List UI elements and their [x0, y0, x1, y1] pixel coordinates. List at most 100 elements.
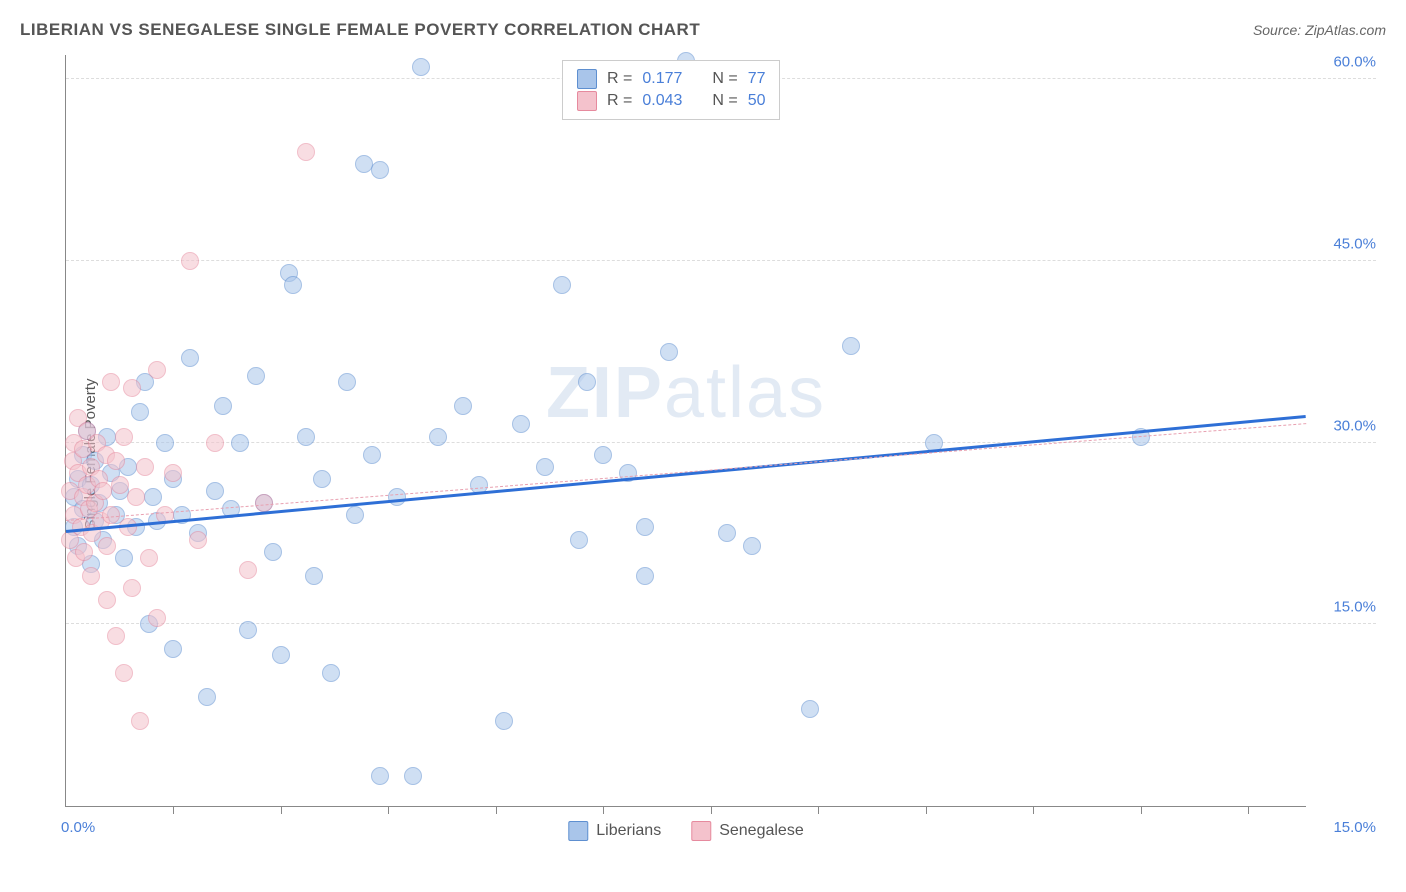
r-label: R =	[607, 92, 632, 110]
data-point	[553, 276, 571, 294]
data-point	[305, 567, 323, 585]
data-point	[660, 343, 678, 361]
data-point	[346, 506, 364, 524]
data-point	[495, 712, 513, 730]
data-point	[388, 488, 406, 506]
data-point	[297, 428, 315, 446]
data-point	[107, 627, 125, 645]
data-point	[123, 579, 141, 597]
data-point	[140, 549, 158, 567]
legend-stat-row: R =0.043N =50	[577, 91, 765, 111]
gridline	[66, 442, 1376, 443]
data-point	[98, 537, 116, 555]
trendline	[66, 415, 1306, 533]
data-point	[111, 476, 129, 494]
data-point	[206, 482, 224, 500]
x-tick	[1033, 806, 1034, 814]
data-point	[412, 58, 430, 76]
data-point	[231, 434, 249, 452]
data-point	[264, 543, 282, 561]
y-tick-label: 30.0%	[1316, 417, 1376, 434]
data-point	[206, 434, 224, 452]
x-tick	[173, 806, 174, 814]
data-point	[107, 452, 125, 470]
data-point	[181, 349, 199, 367]
data-point	[322, 664, 340, 682]
data-point	[284, 276, 302, 294]
data-point	[136, 458, 154, 476]
gridline	[66, 623, 1376, 624]
data-point	[131, 403, 149, 421]
data-point	[98, 591, 116, 609]
data-point	[94, 482, 112, 500]
y-tick-label: 60.0%	[1316, 54, 1376, 71]
chart-container: Single Female Poverty ZIPatlas R =0.177N…	[50, 55, 1386, 852]
x-tick	[926, 806, 927, 814]
legend-item: Senegalese	[691, 821, 804, 841]
data-point	[536, 458, 554, 476]
data-point	[636, 518, 654, 536]
legend-swatch	[568, 821, 588, 841]
x-tick	[281, 806, 282, 814]
data-point	[164, 640, 182, 658]
n-label: N =	[712, 92, 737, 110]
legend-stat-row: R =0.177N =77	[577, 69, 765, 89]
data-point	[214, 397, 232, 415]
data-point	[454, 397, 472, 415]
data-point	[313, 470, 331, 488]
data-point	[148, 609, 166, 627]
n-value: 77	[748, 70, 766, 88]
data-point	[371, 767, 389, 785]
data-point	[115, 428, 133, 446]
data-point	[127, 488, 145, 506]
x-min-label: 0.0%	[61, 819, 95, 836]
data-point	[239, 621, 257, 639]
x-tick	[711, 806, 712, 814]
legend-stats: R =0.177N =77R =0.043N =50	[562, 60, 780, 120]
data-point	[578, 373, 596, 391]
y-tick-label: 15.0%	[1316, 599, 1376, 616]
data-point	[115, 664, 133, 682]
data-point	[636, 567, 654, 585]
source-label: Source: ZipAtlas.com	[1253, 22, 1386, 38]
x-tick	[388, 806, 389, 814]
legend-label: Senegalese	[719, 822, 804, 840]
data-point	[198, 688, 216, 706]
data-point	[404, 767, 422, 785]
n-value: 50	[748, 92, 766, 110]
y-tick-label: 45.0%	[1316, 235, 1376, 252]
x-tick	[1248, 806, 1249, 814]
data-point	[718, 524, 736, 542]
watermark: ZIPatlas	[546, 352, 826, 434]
data-point	[156, 434, 174, 452]
legend-swatch	[691, 821, 711, 841]
r-label: R =	[607, 70, 632, 88]
data-point	[338, 373, 356, 391]
data-point	[123, 379, 141, 397]
x-tick	[496, 806, 497, 814]
data-point	[247, 367, 265, 385]
data-point	[297, 143, 315, 161]
data-point	[131, 712, 149, 730]
data-point	[115, 549, 133, 567]
data-point	[842, 337, 860, 355]
x-tick	[1141, 806, 1142, 814]
legend-series: Liberians Senegalese	[568, 821, 803, 841]
data-point	[371, 161, 389, 179]
legend-swatch	[577, 91, 597, 111]
data-point	[164, 464, 182, 482]
r-value: 0.177	[642, 70, 702, 88]
data-point	[743, 537, 761, 555]
legend-label: Liberians	[596, 822, 661, 840]
data-point	[102, 373, 120, 391]
data-point	[239, 561, 257, 579]
legend-swatch	[577, 69, 597, 89]
data-point	[355, 155, 373, 173]
data-point	[594, 446, 612, 464]
data-point	[429, 428, 447, 446]
data-point	[801, 700, 819, 718]
data-point	[144, 488, 162, 506]
legend-item: Liberians	[568, 821, 661, 841]
data-point	[363, 446, 381, 464]
x-tick	[818, 806, 819, 814]
